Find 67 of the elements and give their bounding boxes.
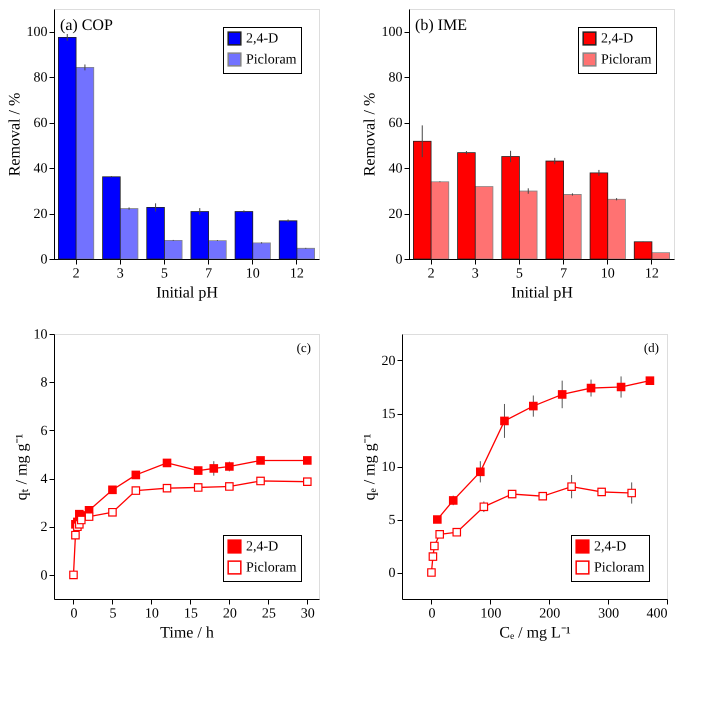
x-axis-title: Initial pH (511, 284, 574, 302)
annotation: (b) IME (415, 17, 467, 34)
y-axis-title: Removal / % (6, 92, 24, 176)
y-tick-label: 0 (40, 252, 48, 268)
x-tick-label: 300 (598, 606, 620, 622)
y-tick-label: 40 (388, 162, 402, 177)
y-tick-label: 8 (40, 376, 48, 391)
y-tick-label: 20 (388, 207, 402, 222)
x-tick-label: 2 (428, 266, 435, 282)
y-tick-label: 40 (34, 162, 48, 177)
x-tick-label: 12 (290, 266, 304, 282)
annotation: (c) (296, 340, 311, 355)
x-tick-label: 100 (480, 606, 502, 622)
y-tick-label: 60 (388, 116, 402, 132)
y-tick-label: 60 (34, 116, 48, 132)
y-tick-label: 100 (26, 25, 48, 40)
legend-label: Picloram (246, 52, 297, 68)
x-tick-label: 200 (539, 606, 560, 622)
x-tick-label: 7 (205, 266, 212, 282)
x-tick-label: 5 (160, 266, 168, 282)
x-axis-title: Time / h (160, 624, 214, 642)
y-axis-title: qₑ / mg g⁻¹ (362, 433, 378, 500)
x-tick-label: 10 (600, 266, 615, 282)
legend-label: Picloram (601, 52, 652, 68)
x-tick-label: 7 (560, 266, 568, 282)
legend-label: 2,4-D (246, 32, 278, 46)
x-tick-label: 12 (644, 266, 659, 282)
x-axis-title: Cₑ / mg L⁻¹ (499, 624, 571, 642)
x-tick-label: 0 (70, 606, 78, 622)
y-tick-label: 20 (382, 354, 396, 369)
x-tick-label: 20 (222, 606, 237, 622)
y-tick-label: 5 (388, 513, 396, 528)
x-tick-label: 400 (646, 606, 668, 622)
y-tick-label: 6 (40, 424, 48, 439)
annotation: (a) COP (60, 17, 113, 34)
x-tick-label: 3 (472, 266, 479, 282)
y-tick-label: 100 (382, 25, 402, 40)
x-tick-label: 5 (516, 266, 523, 282)
legend-label: 2,4-D (246, 540, 278, 554)
y-tick-label: 80 (388, 70, 402, 86)
y-tick-label: 15 (382, 407, 396, 422)
x-tick-label: 25 (262, 606, 276, 622)
x-tick-label: 0 (428, 606, 436, 622)
x-tick-label: 30 (300, 606, 315, 622)
annotation: (d) (644, 340, 659, 355)
x-axis-title: Initial pH (156, 284, 218, 302)
x-tick-label: 5 (109, 606, 116, 622)
y-tick-label: 80 (34, 70, 48, 86)
legend-label: Picloram (246, 560, 297, 576)
x-tick-label: 15 (184, 606, 198, 622)
y-tick-label: 4 (40, 472, 48, 488)
y-tick-label: 2 (40, 520, 48, 536)
x-tick-label: 10 (144, 606, 159, 622)
y-tick-label: 10 (382, 460, 396, 475)
y-tick-label: 0 (388, 566, 396, 581)
legend-label: 2,4-D (601, 32, 634, 46)
x-tick-label: 3 (116, 266, 124, 282)
y-tick-label: 0 (40, 568, 48, 584)
y-tick-label: 20 (34, 207, 48, 222)
y-axis-title: qₜ / mg g⁻¹ (14, 433, 30, 500)
x-tick-label: 2 (72, 266, 80, 282)
y-tick-label: 0 (396, 252, 402, 268)
y-axis-title: Removal / % (362, 92, 378, 176)
x-tick-label: 10 (246, 266, 260, 282)
legend-label: Picloram (594, 560, 645, 576)
legend-label: 2,4-D (594, 540, 626, 554)
y-tick-label: 10 (34, 328, 48, 342)
